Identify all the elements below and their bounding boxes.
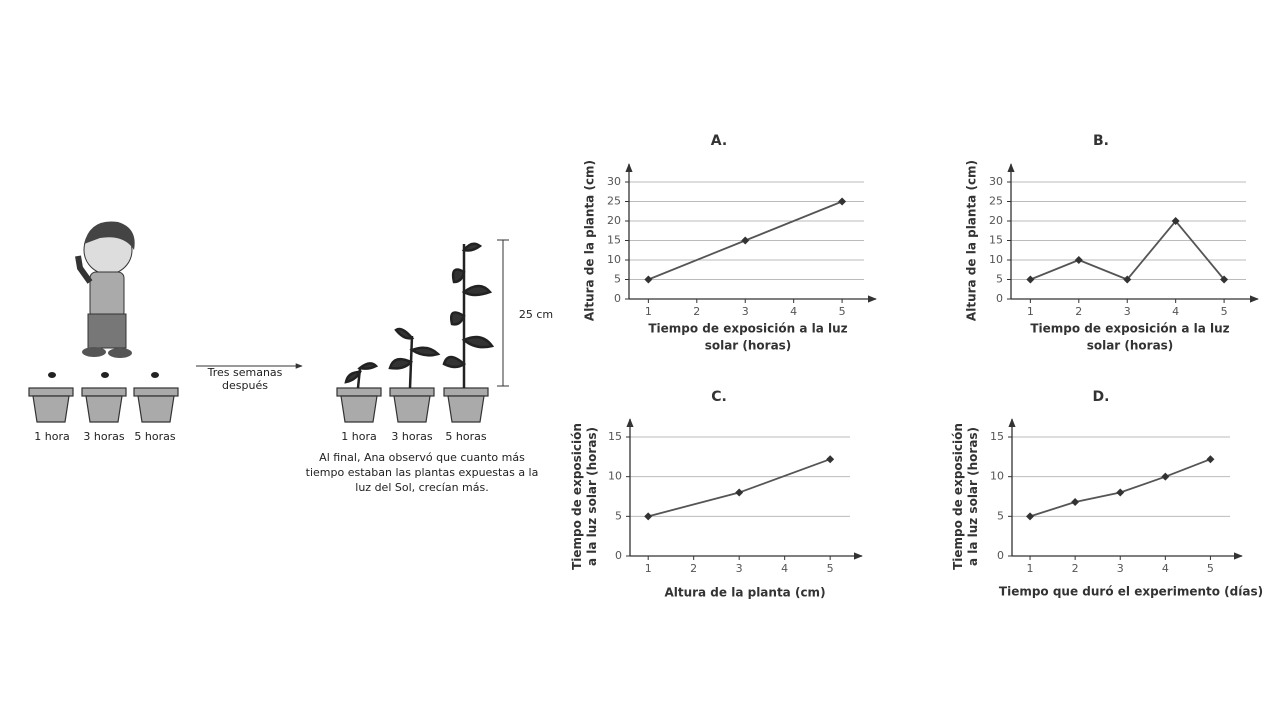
marker — [1206, 455, 1215, 464]
marker — [1026, 512, 1035, 521]
y-tick-label: 0 — [614, 292, 621, 305]
data-line — [647, 458, 831, 518]
y-tick-label: 5 — [615, 509, 622, 522]
x-tick-label: 1 — [1027, 305, 1034, 318]
data-line — [1029, 458, 1211, 518]
y-tick-label: 5 — [996, 273, 1003, 286]
x-axis-label: Tiempo de exposición a la luz — [648, 322, 847, 336]
x-tick-label: 5 — [839, 305, 846, 318]
x-tick-label: 4 — [781, 562, 788, 575]
marker — [1171, 217, 1180, 225]
y-tick-label: 5 — [614, 273, 621, 286]
x-axis-label: Tiempo que duró el experimento (días) — [999, 585, 1263, 599]
y-tick-label: 5 — [997, 509, 1004, 522]
y-axis-label: Tiempo de exposición — [951, 423, 965, 570]
chart: B. 0 5 10 15 20 25 30 1 2 3 4 5 Tiempo de exposición … — [965, 133, 1259, 353]
data-line — [1030, 219, 1225, 281]
x-tick-label: 5 — [827, 562, 834, 575]
x-axis-label: solar (horas) — [1087, 339, 1174, 353]
marker — [1116, 488, 1125, 497]
x-tick-label: 4 — [1172, 305, 1179, 318]
marker — [826, 455, 835, 464]
marker — [644, 512, 653, 521]
pot-label: 1 hora — [341, 430, 376, 443]
pot-label: 5 horas — [134, 430, 175, 443]
pot-label: 1 hora — [34, 430, 69, 443]
pot-label: 3 horas — [83, 430, 124, 443]
marker — [1071, 498, 1080, 507]
y-tick-label: 0 — [997, 549, 1004, 562]
chart-title: C. — [711, 389, 727, 405]
x-tick-label: 3 — [742, 305, 749, 318]
x-tick-label: 2 — [693, 305, 700, 318]
y-tick-label: 10 — [607, 253, 621, 266]
caption: Al final, Ana observó que cuanto más — [319, 451, 525, 464]
marker — [741, 236, 750, 245]
y-tick-label: 15 — [608, 430, 622, 443]
marker — [1161, 472, 1170, 481]
y-tick-label: 20 — [607, 214, 621, 227]
y-tick-label: 25 — [989, 195, 1003, 208]
arrow-label: después — [222, 379, 268, 392]
y-axis-label: Tiempo de exposición — [570, 423, 584, 570]
chart-title: A. — [711, 133, 727, 149]
x-tick-label: 4 — [790, 305, 797, 318]
y-tick-label: 15 — [607, 234, 621, 247]
y-axis-label: Altura de la planta (cm) — [583, 160, 597, 321]
x-tick-label: 2 — [1075, 305, 1082, 318]
x-tick-label: 2 — [1072, 562, 1079, 575]
height-label: 25 cm — [519, 308, 553, 321]
x-tick-label: 2 — [690, 562, 697, 575]
arrow-label: Tres semanas — [207, 366, 283, 379]
y-tick-label: 15 — [990, 430, 1004, 443]
caption: tiempo estaban las plantas expuestas a l… — [306, 466, 539, 479]
chart-title: B. — [1093, 133, 1109, 149]
marker — [1123, 275, 1132, 284]
plants — [344, 242, 495, 389]
y-axis-label: Altura de la planta (cm) — [965, 160, 979, 321]
x-tick-label: 5 — [1207, 562, 1214, 575]
illustration: 1 hora 3 horas 5 horas Tres semanas desp… — [28, 221, 553, 494]
y-tick-label: 30 — [989, 175, 1003, 188]
y-tick-label: 25 — [607, 195, 621, 208]
y-tick-label: 0 — [996, 292, 1003, 305]
x-tick-label: 1 — [645, 305, 652, 318]
marker — [1026, 275, 1035, 284]
x-tick-label: 3 — [1117, 562, 1124, 575]
x-tick-label: 3 — [736, 562, 743, 575]
y-tick-label: 0 — [615, 549, 622, 562]
x-axis-label: solar (horas) — [705, 339, 792, 353]
y-tick-label: 10 — [990, 470, 1004, 483]
pot-label: 5 horas — [445, 430, 486, 443]
x-tick-label: 4 — [1162, 562, 1169, 575]
marker — [735, 488, 744, 497]
x-axis-label: Altura de la planta (cm) — [664, 586, 825, 600]
x-tick-label: 1 — [645, 562, 652, 575]
boy — [75, 221, 135, 358]
x-tick-label: 3 — [1124, 305, 1131, 318]
marker — [644, 275, 653, 284]
chart-title: D. — [1093, 389, 1110, 405]
marker — [838, 197, 847, 206]
marker — [1074, 256, 1083, 264]
y-axis-label: a la luz solar (horas) — [585, 427, 599, 566]
y-tick-label: 20 — [989, 214, 1003, 227]
chart: D. 0 5 10 15 1 2 3 4 5 Tiempo que duró el experime… — [951, 389, 1263, 599]
y-tick-label: 10 — [608, 470, 622, 483]
chart: A. 0 5 10 15 20 25 30 1 2 3 4 5 Tiempo de exposición … — [583, 133, 877, 353]
x-tick-label: 1 — [1027, 562, 1034, 575]
marker — [1220, 275, 1229, 284]
x-tick-label: 5 — [1221, 305, 1228, 318]
y-tick-label: 10 — [989, 253, 1003, 266]
y-tick-label: 15 — [989, 234, 1003, 247]
caption: luz del Sol, crecían más. — [355, 481, 488, 494]
y-tick-label: 30 — [607, 175, 621, 188]
y-axis-label: a la luz solar (horas) — [966, 427, 980, 566]
pot-label: 3 horas — [391, 430, 432, 443]
x-axis-label: Tiempo de exposición a la luz — [1030, 322, 1229, 336]
